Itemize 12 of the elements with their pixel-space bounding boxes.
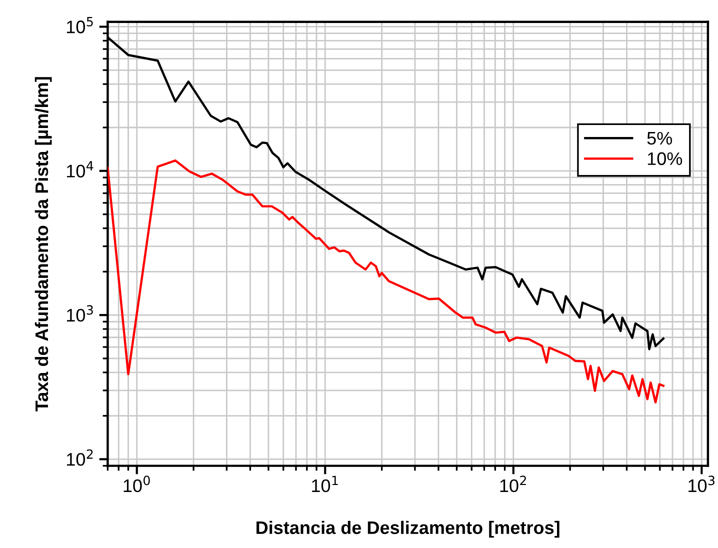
y-tick-label: 10$^{5}$ — [66, 17, 93, 34]
y-tick-label: 10$^{4}$ — [66, 161, 94, 178]
x-tick-label: 10$^{1}$ — [312, 476, 338, 492]
x-tick-label: 10$^{3}$ — [688, 476, 714, 492]
y-tick-label: 10$^{2}$ — [66, 449, 93, 466]
x-tick-label: 10$^{2}$ — [500, 476, 526, 492]
legend-label: 5% — [647, 132, 672, 145]
y-tick-label: 10$^{3}$ — [66, 305, 93, 322]
legend-label: 10% — [648, 152, 682, 166]
x-tick-label: 10$^{0}$ — [124, 476, 150, 492]
y-axis-title: Taxa de Afundamento da Pista [µm/km] — [34, 77, 52, 412]
x-axis-title: Distancia de Deslizamento [metros] — [256, 520, 560, 538]
